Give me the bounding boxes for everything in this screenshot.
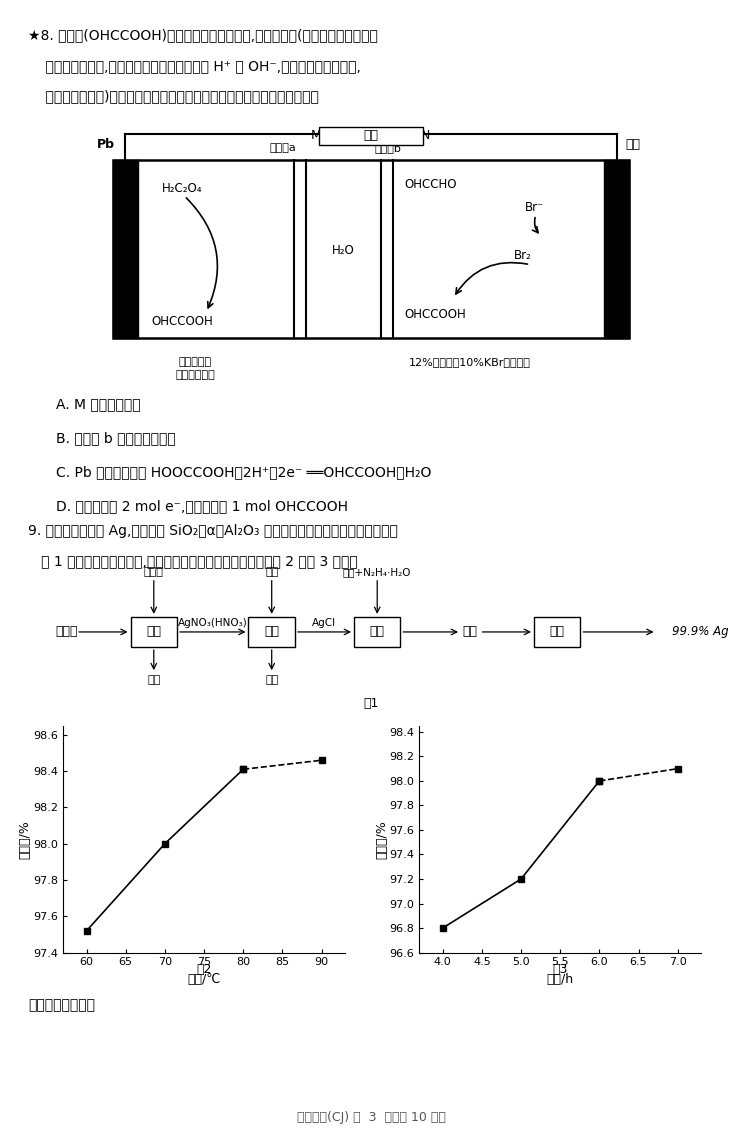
Text: D. 电路中转移 2 mol e⁻,最多可得到 1 mol OHCCOOH: D. 电路中转移 2 mol e⁻,最多可得到 1 mol OHCCOOH — [56, 499, 348, 513]
Text: C. Pb 电极反应式为 HOOCCOOH＋2H⁺＋2e⁻ ══OHCCOOH＋H₂O: C. Pb 电极反应式为 HOOCCOOH＋2H⁺＋2e⁻ ══OHCCOOH＋… — [56, 465, 431, 479]
Bar — [131, 617, 177, 648]
Y-axis label: 浸出率/%: 浸出率/% — [375, 820, 388, 858]
Text: 图2: 图2 — [197, 963, 211, 976]
X-axis label: 时间/h: 时间/h — [547, 973, 574, 985]
Text: 图1: 图1 — [364, 697, 378, 710]
Text: 酸浸: 酸浸 — [146, 626, 161, 638]
Bar — [604, 160, 629, 338]
Text: 双极膜a: 双极膜a — [270, 143, 297, 153]
Text: 还原: 还原 — [370, 626, 384, 638]
Text: AgCl: AgCl — [312, 618, 337, 627]
Text: M: M — [311, 129, 321, 142]
Text: 稀硝酸: 稀硝酸 — [144, 567, 164, 577]
Text: 12%乙二醛和10%KBr的混合液: 12%乙二醛和10%KBr的混合液 — [409, 357, 531, 367]
Text: ★8. 乙醛酸(OHCCOOH)是非常重要的化工产品,利用双极膜(由阴离子交换膜和阳: ★8. 乙醛酸(OHCCOOH)是非常重要的化工产品,利用双极膜(由阴离子交换膜… — [28, 28, 378, 42]
Text: A. M 为电源的负极: A. M 为电源的负极 — [56, 397, 140, 411]
Text: AgNO₃(HNO₃): AgNO₃(HNO₃) — [178, 618, 248, 627]
Text: 滤液: 滤液 — [265, 675, 278, 685]
Text: Br⁻: Br⁻ — [525, 201, 544, 214]
Text: H₂O: H₂O — [332, 244, 355, 257]
Text: 电解: 电解 — [550, 626, 565, 638]
Bar — [354, 617, 401, 648]
Text: 饱和草酸和: 饱和草酸和 — [179, 357, 212, 367]
Text: 99.9% Ag: 99.9% Ag — [672, 626, 729, 638]
Text: OHCCHO: OHCCHO — [404, 178, 456, 191]
Text: 盐酸: 盐酸 — [265, 567, 278, 577]
Bar — [249, 617, 295, 648]
Text: 图3: 图3 — [553, 963, 568, 976]
Text: H₂C₂O₄: H₂C₂O₄ — [162, 183, 203, 195]
Bar — [534, 617, 580, 648]
Text: 石墨: 石墨 — [625, 138, 640, 151]
Bar — [113, 160, 629, 338]
Text: 氨水+N₂H₄·H₂O: 氨水+N₂H₄·H₂O — [343, 567, 412, 577]
FancyBboxPatch shape — [319, 127, 423, 145]
Text: 离子交换膜组成,双极膜中间层中的水解离成 H⁺ 和 OH⁻,并在直流电场作用下,: 离子交换膜组成,双极膜中间层中的水解离成 H⁺ 和 OH⁻,并在直流电场作用下, — [28, 59, 361, 73]
Text: 沉银: 沉银 — [264, 626, 279, 638]
Text: 9. 以废银（主要含 Ag,以及少量 SiO₂、α－Al₂O₃ 杂质）为原料提取高纯度银的流程如: 9. 以废银（主要含 Ag,以及少量 SiO₂、α－Al₂O₃ 杂质）为原料提取… — [28, 524, 398, 538]
Text: N: N — [421, 129, 430, 142]
Text: 下列叙述错误的是: 下列叙述错误的是 — [28, 998, 95, 1012]
Text: OHCCOOH: OHCCOOH — [151, 315, 213, 328]
Text: Br₂: Br₂ — [513, 248, 531, 262]
Text: 浸渣: 浸渣 — [147, 675, 160, 685]
Text: 粗银: 粗银 — [463, 626, 478, 638]
Text: 乙酸的混合液: 乙酸的混合液 — [175, 370, 215, 380]
Text: 分别向两极迁移)技术电解制备乙醛酸的装置如图所示。下列说法错误的是: 分别向两极迁移)技术电解制备乙醛酸的装置如图所示。下列说法错误的是 — [28, 90, 319, 103]
Text: 化学试题(CJ) 第  3  页（共 10 页）: 化学试题(CJ) 第 3 页（共 10 页） — [297, 1111, 445, 1124]
Text: Pb: Pb — [96, 138, 114, 151]
Text: 图 1 所示。其他条件相同,浸出率与温度、时间的关系分别如图 2 和图 3 所示。: 图 1 所示。其他条件相同,浸出率与温度、时间的关系分别如图 2 和图 3 所示… — [28, 555, 358, 568]
Text: 银废料: 银废料 — [56, 626, 78, 638]
Bar — [113, 160, 138, 338]
Text: 电源: 电源 — [364, 129, 378, 143]
Text: 双极膜b: 双极膜b — [374, 143, 401, 153]
X-axis label: 温度/℃: 温度/℃ — [188, 973, 220, 985]
Y-axis label: 浸出率/%: 浸出率/% — [19, 820, 32, 858]
Text: B. 双极膜 b 为阴离子交换膜: B. 双极膜 b 为阴离子交换膜 — [56, 431, 175, 445]
Text: OHCCOOH: OHCCOOH — [404, 308, 466, 321]
